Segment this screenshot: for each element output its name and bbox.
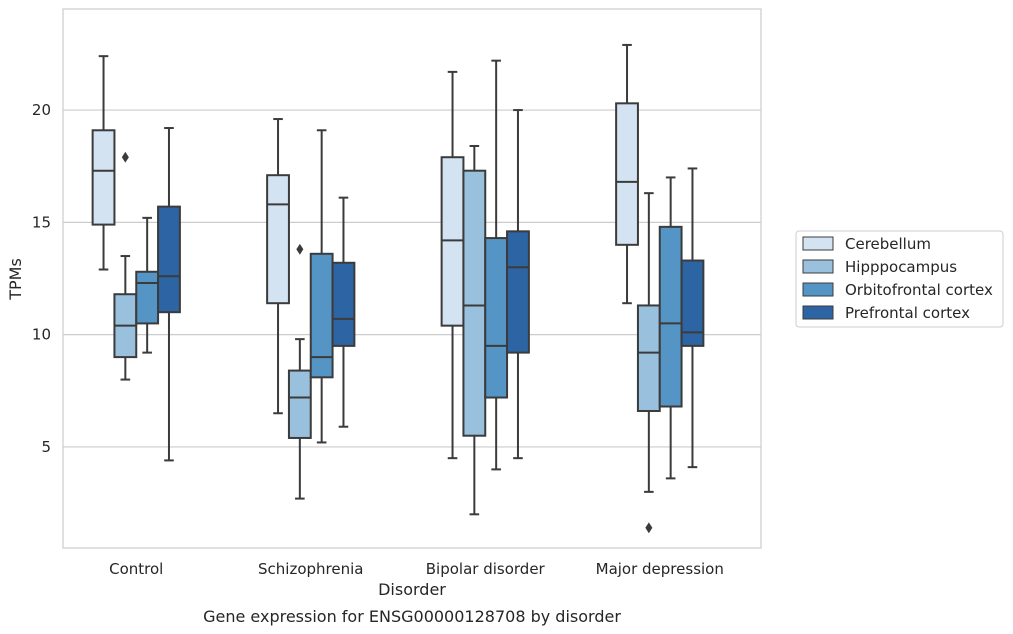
box xyxy=(309,252,334,379)
legend-item: Cerebellum xyxy=(802,235,931,253)
legend-item: Hipppocampus xyxy=(802,258,957,276)
series-prefrontal-cortex xyxy=(157,109,705,469)
x-tick-label: Schizophrenia xyxy=(258,560,363,578)
legend-frame xyxy=(795,230,1004,328)
x-axis-label: Disorder xyxy=(378,580,446,599)
x-tick-label: Bipolar disorder xyxy=(426,560,546,578)
y-axis-label: TPMs xyxy=(6,258,25,301)
box xyxy=(484,237,509,399)
legend: Cerebellum Hipppocampus Orbitofrontal cort… xyxy=(795,230,1004,328)
box xyxy=(91,129,116,226)
legend-swatch xyxy=(802,259,834,274)
series-cerebellum xyxy=(91,43,639,460)
y-tick-label: 5 xyxy=(41,438,51,456)
box xyxy=(331,261,356,347)
y-axis-ticks: 5 10 15 20 xyxy=(32,101,51,456)
series-hipppocampus xyxy=(113,144,661,534)
box-series xyxy=(91,43,705,534)
legend-swatch xyxy=(802,282,834,297)
x-axis-ticks: Control Schizophrenia Bipolar disorder Majo… xyxy=(109,560,724,578)
series-orbitofrontal-cortex xyxy=(135,59,683,480)
box xyxy=(658,225,683,408)
outlier-point xyxy=(645,522,653,534)
legend-item: Orbitofrontal cortex xyxy=(802,281,993,299)
y-tick-label: 20 xyxy=(32,101,51,119)
box xyxy=(266,174,290,305)
box xyxy=(440,156,465,327)
legend-item: Prefrontal cortex xyxy=(802,304,970,322)
box xyxy=(157,205,181,314)
box xyxy=(636,304,661,413)
legend-swatch xyxy=(802,236,834,251)
legend-label: Hipppocampus xyxy=(845,258,957,276)
y-tick-label: 10 xyxy=(32,326,51,344)
legend-label: Prefrontal cortex xyxy=(845,304,970,322)
x-tick-label: Control xyxy=(109,560,163,578)
y-tick-label: 15 xyxy=(32,213,51,231)
x-tick-label: Major depression xyxy=(596,560,724,578)
plot-frame xyxy=(62,8,762,549)
legend-label: Orbitofrontal cortex xyxy=(845,281,993,299)
legend-swatch xyxy=(802,305,834,320)
box xyxy=(135,270,160,325)
outlier-point xyxy=(121,151,129,163)
legend-label: Cerebellum xyxy=(845,235,931,253)
box xyxy=(506,230,530,354)
box xyxy=(462,169,487,437)
chart-caption: Gene expression for ENSG00000128708 by d… xyxy=(203,607,621,626)
box xyxy=(615,102,639,246)
box xyxy=(680,259,705,347)
outlier-point xyxy=(296,243,304,255)
box xyxy=(287,369,312,439)
